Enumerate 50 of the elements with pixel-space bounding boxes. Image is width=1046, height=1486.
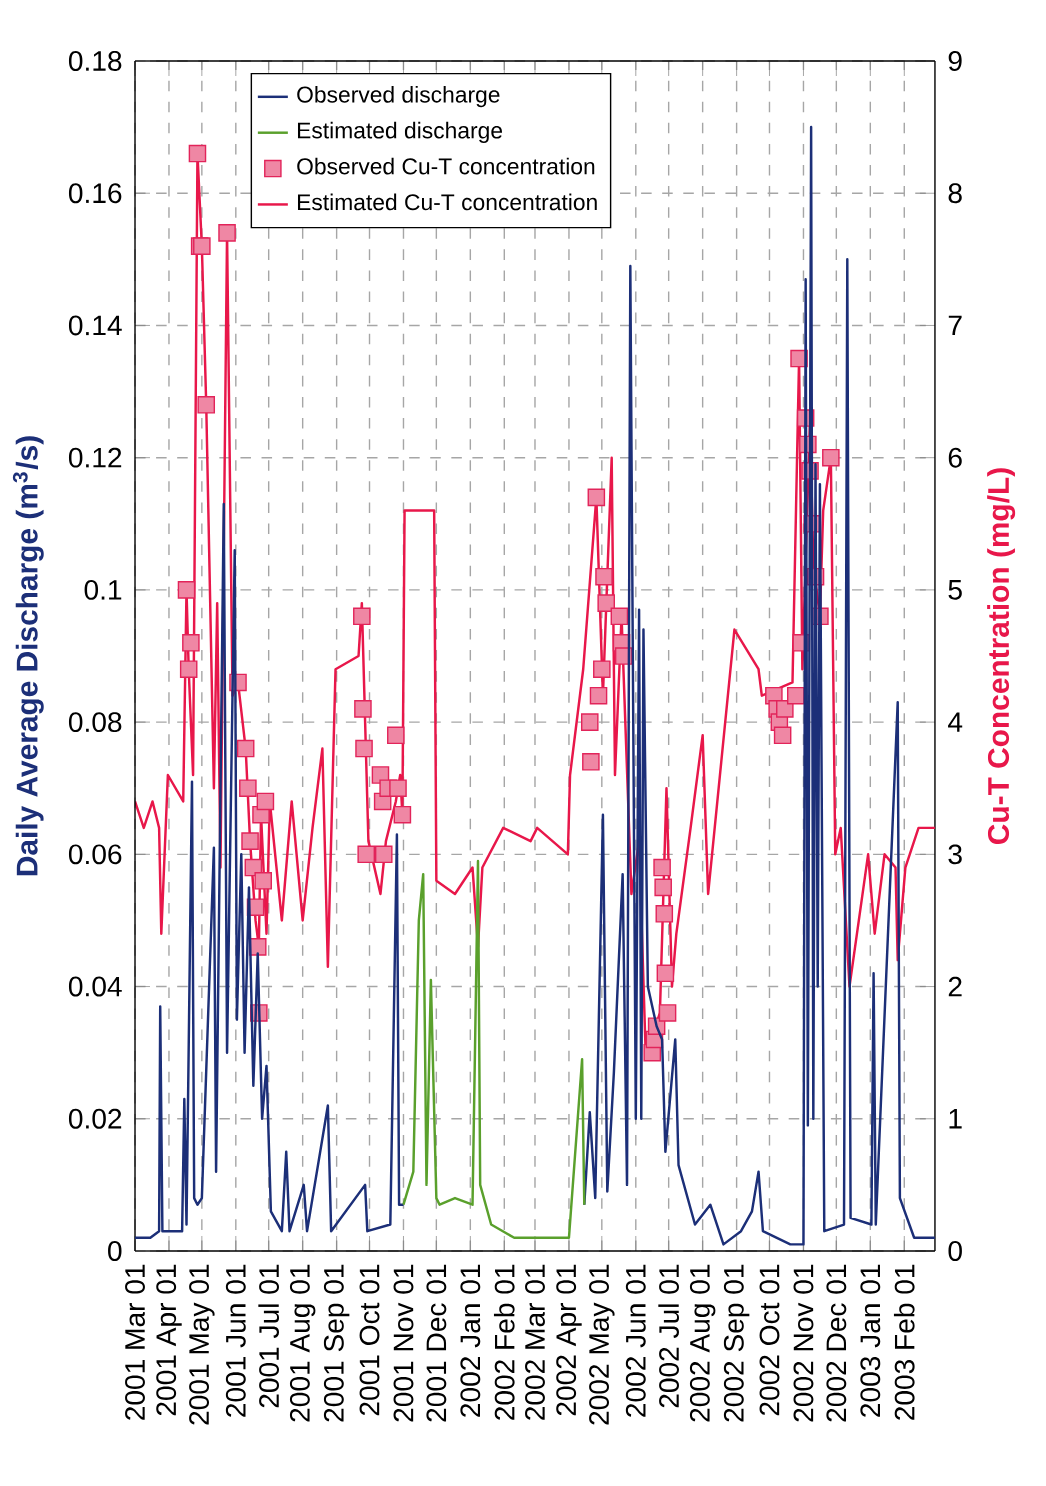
legend-label: Estimated discharge xyxy=(298,121,503,144)
x-tick-label: 2003 Jan 01 xyxy=(860,1264,881,1417)
x-tick-label: 2002 Mar 01 xyxy=(525,1264,545,1420)
x-tick-label: 2002 Jul 01 xyxy=(658,1264,680,1408)
x-tick-label: 2002 Apr 01 xyxy=(556,1264,582,1416)
y2-tick-label: 9 xyxy=(948,51,962,71)
y2-tick-label: 7 xyxy=(948,315,962,336)
x-tick-label: 2001 Mar 01 xyxy=(125,1264,145,1420)
x-tick-label: 2001 May 01 xyxy=(189,1264,215,1425)
x-tick-label: 2001 Dec 01 xyxy=(426,1264,447,1422)
x-tick-label: 2001 Nov 01 xyxy=(393,1264,414,1422)
y-axis-title: Daily Average Discharge (m$^{3}$/s) xyxy=(12,436,44,876)
y2-tick-label: 6 xyxy=(948,447,962,468)
y2-tick-label: 3 xyxy=(948,844,962,865)
x-tick-label: 2001 Jun 01 xyxy=(225,1264,246,1417)
y2-tick-label: 5 xyxy=(948,580,962,600)
x-tick-label: 2001 Aug 01 xyxy=(289,1264,316,1422)
x-tick-label: 2002 Oct 01 xyxy=(759,1264,780,1416)
x-tick-label: 2001 Oct 01 xyxy=(359,1264,380,1416)
x-tick-label: 2001 Jul 01 xyxy=(258,1264,280,1408)
y-tick-label: 0.04 xyxy=(68,976,122,997)
y-tick-label: 0.12 xyxy=(68,447,122,468)
y-tick-label: 0.18 xyxy=(68,51,122,71)
x-tick-label: 2001 Apr 01 xyxy=(156,1264,182,1416)
x-tick-label: 2002 May 01 xyxy=(589,1264,615,1425)
x-tick-label: 2002 Sep 01 xyxy=(723,1264,750,1422)
x-tick-label: 2002 Jan 01 xyxy=(460,1264,481,1417)
x-tick-label: 2001 Sep 01 xyxy=(323,1264,350,1422)
legend-label: Estimated Cu-T concentration xyxy=(298,193,597,211)
y-tick-label: 0 xyxy=(108,1241,122,1261)
y2-axis-title: Cu-T Concentration (mg/L) xyxy=(987,468,1016,844)
y2-tick-label: 1 xyxy=(949,1109,962,1129)
y2-tick-label: 0 xyxy=(948,1241,962,1261)
legend-label: Observed Cu-T concentration xyxy=(297,157,595,175)
x-tick-label: 2002 Nov 01 xyxy=(793,1264,814,1422)
x-tick-label: 2002 Jun 01 xyxy=(625,1264,646,1417)
legend-label: Observed discharge xyxy=(297,85,500,108)
y-tick-label: 0.16 xyxy=(68,183,122,204)
x-tick-label: 2003 Feb 01 xyxy=(893,1264,915,1420)
y2-tick-label: 4 xyxy=(948,712,963,732)
x-tick-label: 2002 Feb 01 xyxy=(493,1264,515,1420)
y2-tick-label: 2 xyxy=(948,976,962,997)
y2-tick-label: 8 xyxy=(948,183,962,204)
x-tick-label: 2002 Dec 01 xyxy=(826,1264,847,1422)
y-tick-label: 0.08 xyxy=(68,712,122,733)
x-tick-label: 2002 Aug 01 xyxy=(689,1264,716,1422)
y-tick-label: 0.14 xyxy=(68,315,122,336)
y-tick-label: 0.02 xyxy=(68,1108,122,1129)
y-tick-label: 0.06 xyxy=(68,844,122,865)
y-tick-label: 0.1 xyxy=(84,579,122,600)
